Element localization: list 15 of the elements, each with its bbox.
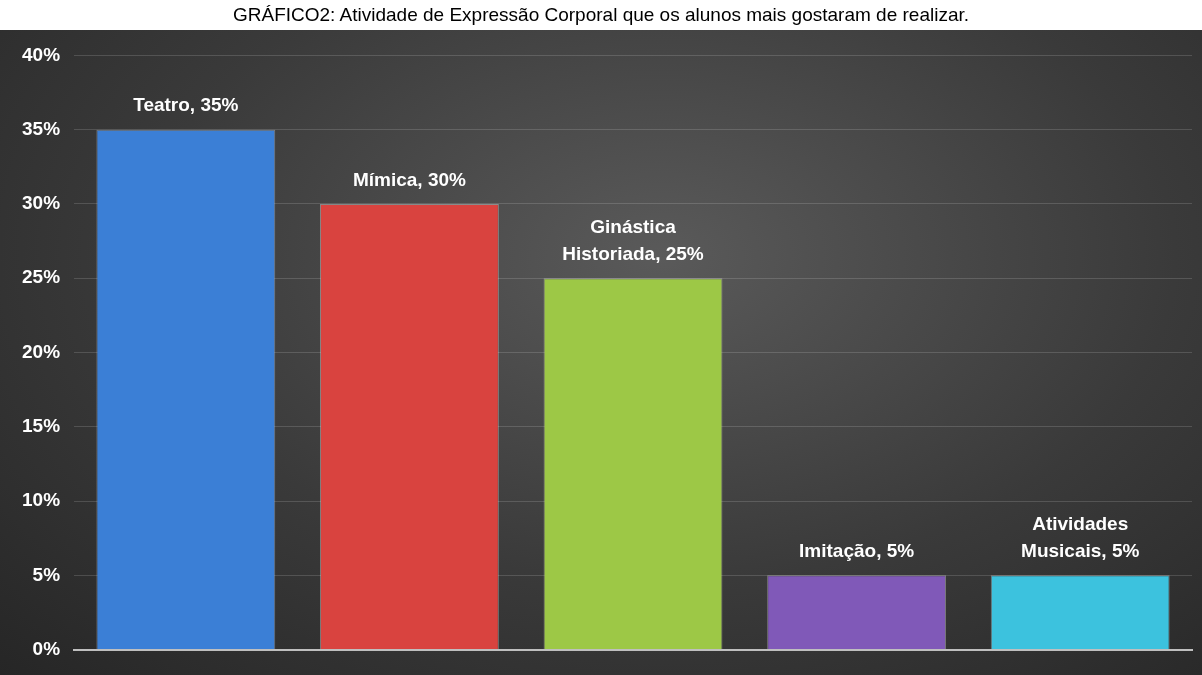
y-tick-label: 0% — [32, 637, 61, 659]
data-label: Ginástica Historiada, 25% — [562, 215, 704, 264]
y-tick-label: 30% — [22, 192, 61, 214]
chart-title: GRÁFICO2: Atividade de Expressão Corporal que os alunos mais gostaram de realizar. — [231, 3, 971, 27]
data-label: Teatro, 35% — [133, 94, 239, 116]
y-tick-label: 10% — [22, 489, 61, 511]
y-tick-label: 15% — [22, 415, 61, 437]
y-tick-label: 40% — [22, 43, 61, 65]
y-tick-label: 20% — [22, 340, 61, 362]
y-tick-label: 5% — [32, 563, 61, 585]
y-tick-label: 25% — [22, 266, 61, 288]
data-label: Mímica, 30% — [352, 168, 467, 190]
data-label: Imitação, 5% — [799, 540, 915, 562]
y-tick-label: 35% — [22, 117, 61, 139]
data-label: Atividades Musicais, 5% — [1021, 513, 1140, 562]
